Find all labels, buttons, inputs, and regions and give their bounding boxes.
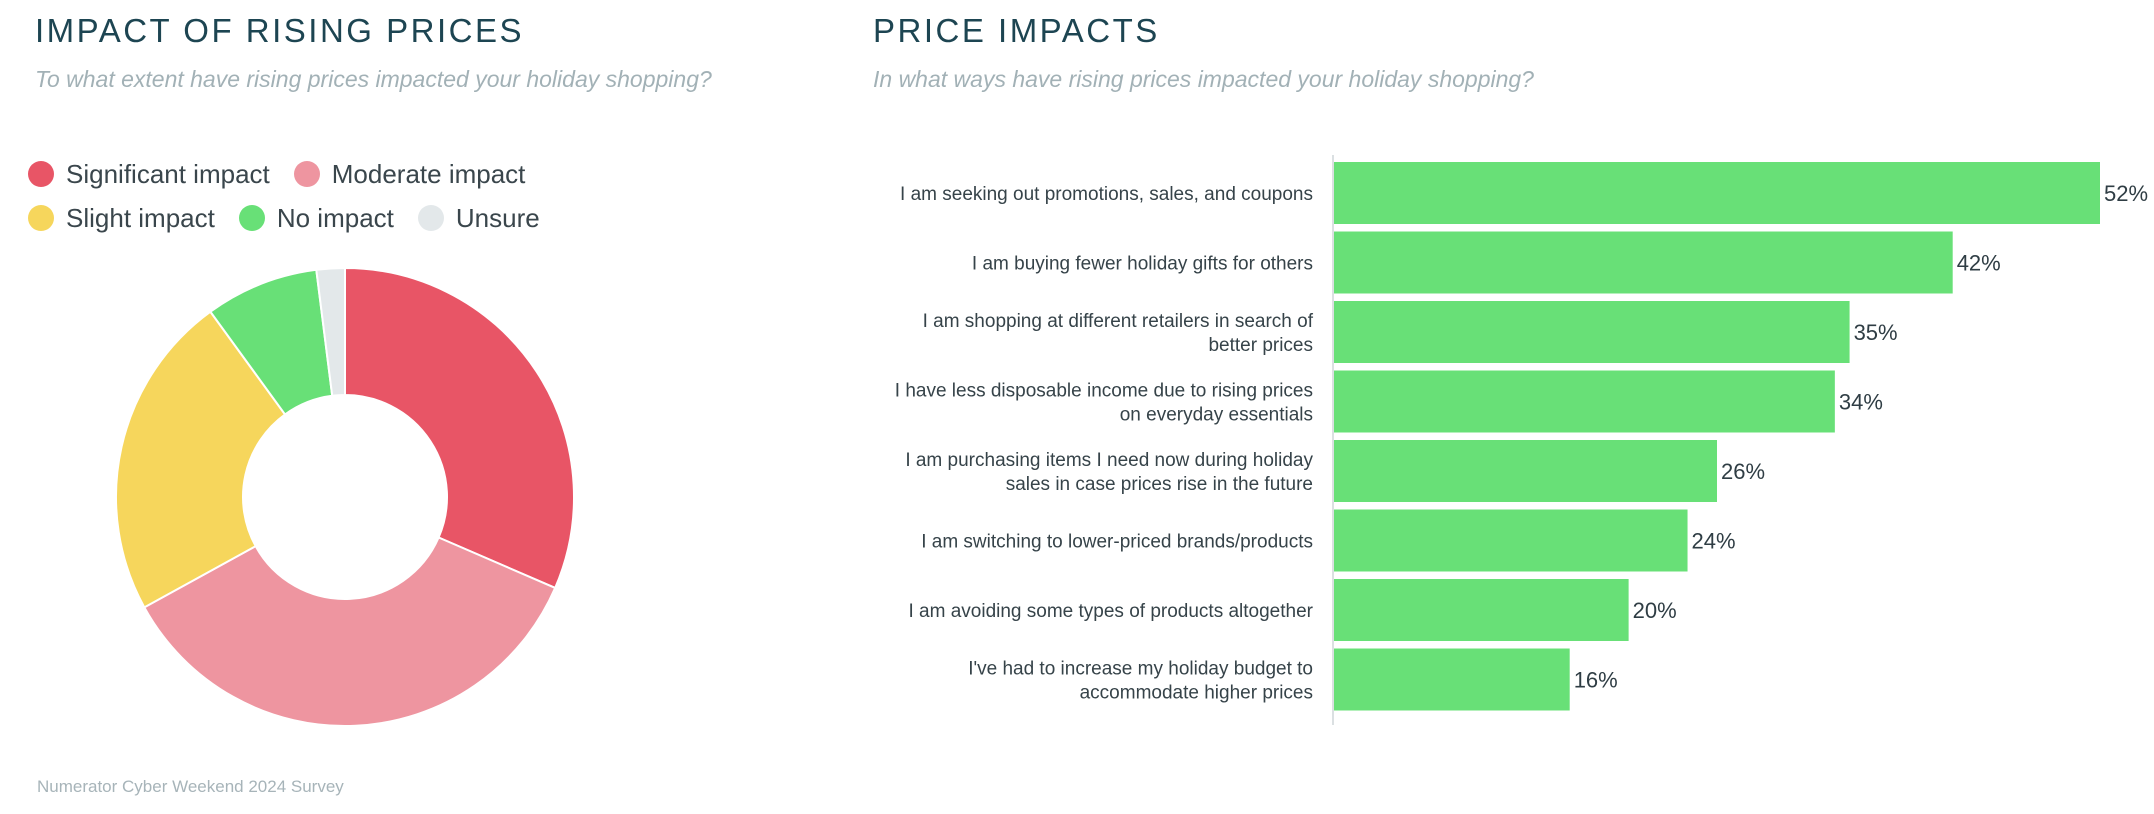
- legend-label-significant: Significant impact: [66, 158, 270, 189]
- legend-label-none: No impact: [276, 202, 394, 233]
- bar-chart: 52% I am seeking out promotions, sales, a…: [895, 155, 2148, 725]
- bar-2: [1334, 231, 1953, 294]
- legend-swatch-moderate: [293, 161, 320, 187]
- bar-category-label: I have less disposable income due to ris…: [895, 381, 1313, 402]
- bar-value-label: 42%: [1957, 251, 2001, 276]
- donut-slice-significant-impact: [344, 266, 575, 590]
- bar-chart-subtitle: In what ways have rising prices impacted…: [873, 66, 1534, 92]
- donut-slice-slight-impact: [115, 310, 287, 609]
- bar-category-label: I am shopping at different retailers in …: [923, 311, 1314, 332]
- bar-7: [1334, 579, 1629, 641]
- bar-category-label: I've had to increase my holiday budget t…: [968, 659, 1313, 680]
- bar-value-label: 52%: [2104, 181, 2148, 206]
- bar-category-label: I am buying fewer holiday gifts for othe…: [972, 254, 1313, 275]
- legend-swatch-significant: [28, 161, 54, 187]
- bar-value-label: 16%: [1574, 668, 1618, 693]
- bar-4: [1334, 370, 1835, 433]
- legend-swatch-none: [238, 205, 265, 231]
- bar-category-label: sales in case prices rise in the future: [1006, 474, 1313, 495]
- donut-chart: [115, 266, 575, 727]
- bar-category-label: I am purchasing items I need now during …: [905, 450, 1313, 471]
- legend-item-slight: Slight impact: [28, 203, 215, 234]
- bar-5: [1334, 440, 1717, 502]
- donut-legend: Significant impact Moderate impact Sligh…: [28, 152, 588, 240]
- bar-category-label: I am seeking out promotions, sales, and …: [900, 184, 1313, 205]
- bar-category-label: I am avoiding some types of products alt…: [908, 601, 1313, 622]
- legend-label-unsure: Unsure: [455, 202, 540, 233]
- legend-item-significant: Significant impact: [28, 159, 270, 190]
- bar-category-label: I am switching to lower-priced brands/pr…: [921, 532, 1313, 553]
- legend-label-moderate: Moderate impact: [331, 158, 526, 189]
- bar-value-label: 24%: [1692, 529, 1736, 554]
- legend-item-unsure: Unsure: [417, 202, 540, 234]
- bar-8: [1334, 648, 1570, 711]
- legend-swatch-slight: [28, 205, 54, 231]
- legend-swatch-unsure: [417, 205, 444, 231]
- bar-value-label: 20%: [1633, 598, 1677, 623]
- bar-category-label: accommodate higher prices: [1080, 683, 1313, 704]
- donut-chart-subtitle: To what extent have rising prices impact…: [35, 66, 712, 92]
- donut-slice-unsure: [315, 266, 346, 397]
- bar-6: [1334, 509, 1688, 572]
- donut-chart-title: IMPACT OF RISING PRICES: [35, 12, 524, 49]
- donut-slice-moderate-impact: [142, 536, 557, 727]
- bar-category-label: on everyday essentials: [1120, 405, 1313, 426]
- legend-row: Significant impact Moderate impact: [28, 152, 588, 196]
- bar-value-label: 34%: [1839, 390, 1883, 415]
- legend-label-slight: Slight impact: [66, 202, 215, 233]
- bar-value-label: 26%: [1721, 459, 1765, 484]
- legend-item-moderate: Moderate impact: [293, 158, 526, 190]
- bar-chart-title: PRICE IMPACTS: [873, 12, 1160, 49]
- legend-row: Slight impact No impact Unsure: [28, 196, 588, 240]
- bar-1: [1334, 162, 2100, 224]
- source-note: Numerator Cyber Weekend 2024 Survey: [37, 777, 344, 796]
- bar-value-label: 35%: [1854, 320, 1898, 345]
- bar-3: [1334, 301, 1850, 363]
- legend-item-none: No impact: [238, 202, 394, 234]
- bar-category-label: better prices: [1208, 335, 1313, 356]
